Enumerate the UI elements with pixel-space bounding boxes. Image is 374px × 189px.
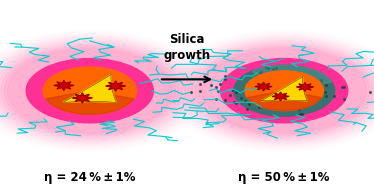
Circle shape (245, 71, 324, 111)
Point (275, 101, 281, 104)
Polygon shape (106, 81, 126, 91)
Polygon shape (272, 92, 289, 101)
Point (367, 90, 373, 93)
Polygon shape (73, 93, 92, 103)
Point (188, 91, 194, 94)
Point (233, 101, 239, 104)
Point (246, 103, 252, 106)
Circle shape (221, 59, 348, 123)
Point (197, 83, 203, 86)
Point (265, 67, 271, 70)
Point (286, 101, 292, 104)
Point (282, 104, 288, 107)
Point (215, 90, 221, 93)
Point (242, 99, 248, 102)
Point (280, 80, 286, 83)
Point (278, 73, 284, 76)
Circle shape (199, 47, 370, 134)
Point (322, 91, 328, 94)
Circle shape (4, 47, 175, 134)
Point (275, 76, 280, 79)
Polygon shape (63, 74, 116, 102)
Wedge shape (46, 91, 134, 114)
Circle shape (7, 49, 172, 132)
Point (229, 89, 235, 92)
Point (233, 90, 239, 93)
Point (290, 107, 296, 110)
Point (222, 78, 228, 81)
Text: η = 24 % ± 1%: η = 24 % ± 1% (44, 171, 135, 184)
Point (318, 81, 324, 84)
Point (299, 113, 305, 116)
Point (256, 105, 262, 108)
Point (296, 107, 302, 110)
Point (324, 84, 329, 87)
Circle shape (1, 46, 179, 136)
Point (217, 82, 223, 85)
Point (323, 94, 329, 97)
Point (213, 86, 219, 89)
Point (266, 73, 272, 76)
Point (279, 70, 285, 74)
Circle shape (188, 42, 374, 139)
Point (280, 75, 286, 78)
Point (269, 100, 275, 103)
Point (222, 98, 228, 101)
Circle shape (26, 59, 153, 123)
Point (222, 75, 228, 78)
Point (244, 107, 250, 110)
Point (270, 67, 276, 70)
Point (257, 72, 263, 75)
Circle shape (52, 71, 96, 94)
Wedge shape (247, 91, 321, 111)
Circle shape (43, 67, 137, 114)
Point (341, 97, 347, 100)
Wedge shape (252, 65, 332, 91)
Point (197, 89, 203, 92)
Point (273, 67, 279, 70)
Point (281, 80, 287, 83)
Polygon shape (54, 80, 74, 91)
Point (263, 65, 269, 68)
Point (258, 71, 264, 74)
Point (231, 101, 237, 104)
Point (339, 85, 345, 88)
Text: η = 50 % ± 1%: η = 50 % ± 1% (239, 171, 330, 184)
Polygon shape (296, 83, 313, 91)
Point (270, 106, 276, 109)
Circle shape (0, 44, 182, 138)
Point (303, 98, 309, 101)
Point (341, 85, 347, 88)
Polygon shape (261, 77, 307, 101)
Point (312, 95, 318, 98)
Point (318, 79, 324, 82)
Point (261, 76, 267, 79)
Circle shape (0, 42, 186, 139)
Circle shape (246, 71, 291, 94)
Point (212, 98, 218, 101)
Text: Silica
growth: Silica growth (163, 33, 211, 62)
Circle shape (234, 65, 335, 116)
Polygon shape (255, 82, 272, 91)
Point (208, 84, 214, 87)
Circle shape (191, 44, 374, 138)
Point (277, 99, 283, 102)
Point (286, 98, 292, 101)
Circle shape (195, 46, 373, 136)
Circle shape (202, 49, 367, 132)
Point (297, 112, 303, 115)
Point (293, 81, 299, 84)
Point (237, 97, 243, 100)
Point (227, 93, 233, 96)
Point (331, 95, 337, 98)
Point (259, 79, 265, 82)
